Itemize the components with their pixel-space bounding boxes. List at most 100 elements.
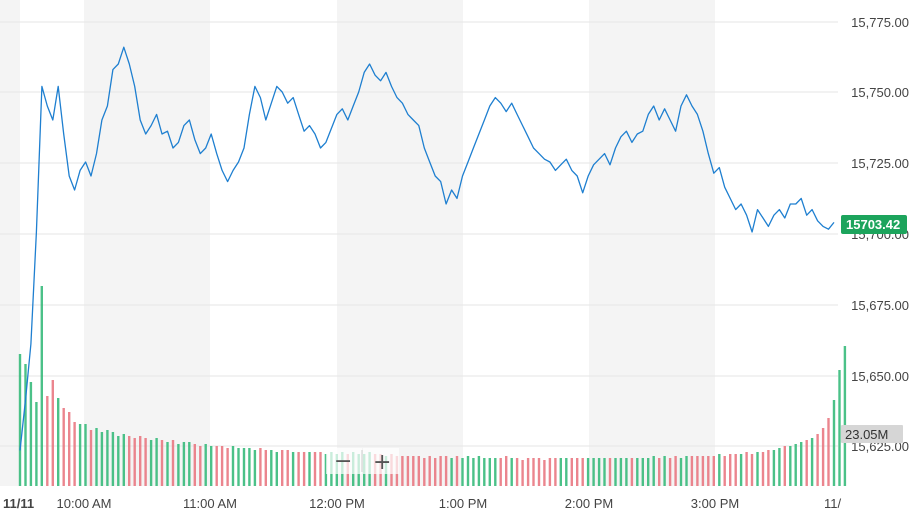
volume-bar (51, 380, 54, 486)
volume-bar (761, 452, 765, 486)
volume-bar (674, 456, 677, 486)
hour-band (337, 0, 463, 486)
last-volume-label: 23.05M (845, 427, 888, 442)
x-tick-label: 11/11 (3, 496, 34, 511)
volume-bar (106, 430, 109, 486)
volume-bar (794, 444, 797, 486)
volume-bar (253, 450, 257, 486)
volume-bar (641, 458, 644, 486)
volume-bar (210, 446, 213, 486)
volume-bar (302, 452, 306, 486)
volume-bar (810, 438, 814, 486)
y-tick-label: 15,750.00 (851, 85, 909, 100)
volume-bar (477, 456, 481, 486)
volume-bar (696, 456, 699, 486)
volume-bar (832, 400, 836, 486)
volume-bars (18, 286, 847, 486)
volume-bar (78, 424, 82, 486)
volume-bar (423, 458, 426, 486)
volume-bar (231, 446, 235, 486)
volume-bar (729, 454, 732, 486)
volume-bar (663, 456, 666, 486)
volume-bar (778, 448, 781, 486)
volume-bar (177, 444, 180, 486)
x-tick-label: 1:00 PM (439, 496, 487, 511)
volume-bar (417, 456, 420, 486)
volume-bar (84, 424, 87, 486)
volume-bar (144, 438, 147, 486)
volume-bar (319, 452, 322, 486)
volume-bar (745, 452, 748, 486)
volume-bar (313, 452, 317, 486)
zoom-out-button[interactable]: − (326, 448, 362, 474)
volume-bar (226, 448, 229, 486)
volume-bar (111, 432, 115, 486)
volume-bar (139, 436, 142, 486)
volume-bar (586, 458, 590, 486)
volume-bar (499, 458, 502, 486)
volume-bar (723, 456, 726, 486)
volume-bar (166, 442, 169, 486)
volume-bar (248, 448, 251, 486)
volume-bar (188, 442, 191, 486)
volume-bar (62, 408, 65, 486)
volume-bar (220, 446, 224, 486)
volume-bar (838, 370, 841, 486)
volume-bar (215, 446, 218, 486)
volume-bar (608, 458, 612, 486)
volume-bar (756, 452, 759, 486)
volume-bar (821, 428, 825, 486)
volume-bar (472, 458, 475, 486)
volume-bar (543, 460, 546, 486)
zoom-controls: − + (326, 448, 399, 475)
volume-bar (434, 458, 437, 486)
volume-bar (718, 454, 721, 486)
x-tick-label: 2:00 PM (565, 496, 613, 511)
volume-bar (816, 434, 819, 486)
volume-bar (805, 440, 808, 486)
volume-bar (559, 458, 562, 486)
price-line (19, 46, 835, 451)
volume-bar (565, 458, 568, 486)
volume-bar (679, 458, 683, 486)
volume-bar (652, 456, 655, 486)
zoom-in-button[interactable]: + (363, 448, 399, 475)
volume-bar (739, 454, 743, 486)
volume-bar (455, 456, 459, 486)
volume-bar (242, 448, 246, 486)
x-tick-label: 10:00 AM (57, 496, 112, 511)
volume-bar (281, 450, 284, 486)
x-tick-label: 12:00 PM (309, 496, 365, 511)
volume-bar (636, 458, 639, 486)
volume-bar (89, 430, 93, 486)
volume-bar (570, 458, 573, 486)
volume-bar (750, 454, 754, 486)
volume-bar (767, 450, 770, 486)
volume-bar (133, 438, 136, 486)
volume-bar (40, 286, 43, 486)
volume-bar (450, 458, 453, 486)
zoom-out-icon: − (334, 449, 352, 474)
volume-bar (128, 436, 131, 486)
volume-bar (68, 412, 71, 486)
volume-bar (406, 456, 410, 486)
x-tick-label: 11:00 AM (183, 496, 237, 511)
volume-bar (597, 458, 601, 486)
volume-bar (286, 450, 289, 486)
volume-bar (297, 452, 300, 486)
y-tick-label: 15,650.00 (851, 369, 909, 384)
volume-bar (685, 456, 688, 486)
volume-bar (658, 458, 661, 486)
volume-bar (772, 450, 776, 486)
volume-bar (701, 456, 705, 486)
volume-bar (554, 458, 557, 486)
volume-bar (827, 418, 830, 486)
volume-bar (488, 458, 491, 486)
last-price-tag: 15703.42 (841, 215, 907, 234)
volume-bar (576, 458, 579, 486)
hour-band (589, 0, 715, 486)
volume-bar (532, 458, 535, 486)
volume-bar (122, 434, 125, 486)
volume-bar (483, 458, 486, 486)
